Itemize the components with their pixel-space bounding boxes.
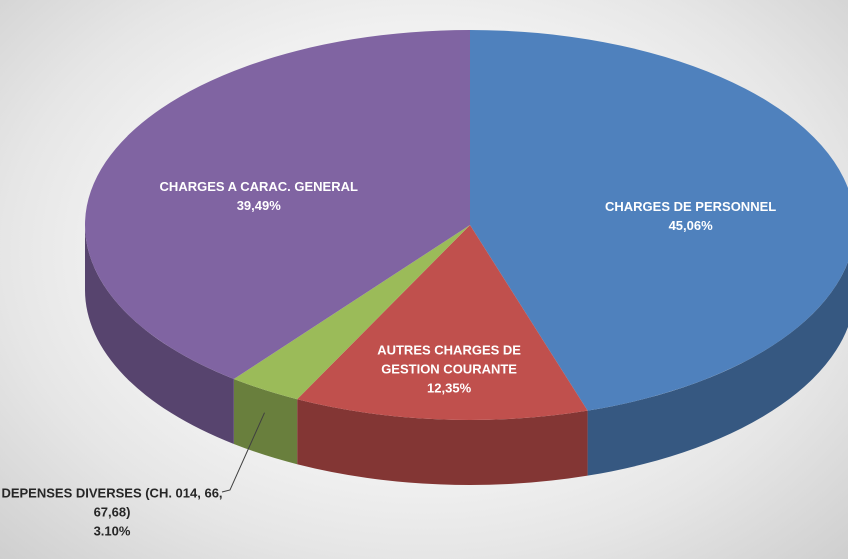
slice-side	[587, 261, 848, 476]
slice-name: DEPENSES DIVERSES (CH. 014, 66, 67,68)	[1, 485, 223, 520]
slice	[84, 30, 470, 380]
slice	[233, 225, 470, 400]
slice-name: CHARGES DE PERSONNEL	[605, 198, 777, 214]
slice-label: DEPENSES DIVERSES (CH. 014, 66, 67,68) 3.…	[0, 484, 225, 541]
slice-name: AUTRES CHARGES DE GESTION COURANTE	[377, 342, 521, 377]
slice-value: 12,35%	[427, 380, 472, 396]
slice-value: 3.10%	[93, 523, 131, 539]
slice-side	[85, 225, 234, 445]
slice-label: CHARGES A CARAC. GENERAL 39,49%	[159, 177, 359, 215]
slice-side	[233, 379, 298, 465]
slice-label: AUTRES CHARGES DE GESTION COURANTE 12,35%	[349, 341, 549, 398]
slice-value: 45,06%	[668, 217, 713, 233]
slice-name: CHARGES A CARAC. GENERAL	[159, 179, 358, 195]
slice-label: CHARGES DE PERSONNEL 45,06%	[591, 197, 791, 235]
slice-side	[297, 399, 588, 486]
slice	[470, 30, 848, 411]
slice-value: 39,49%	[236, 198, 281, 214]
slice	[297, 225, 588, 420]
leader-line	[221, 412, 265, 493]
